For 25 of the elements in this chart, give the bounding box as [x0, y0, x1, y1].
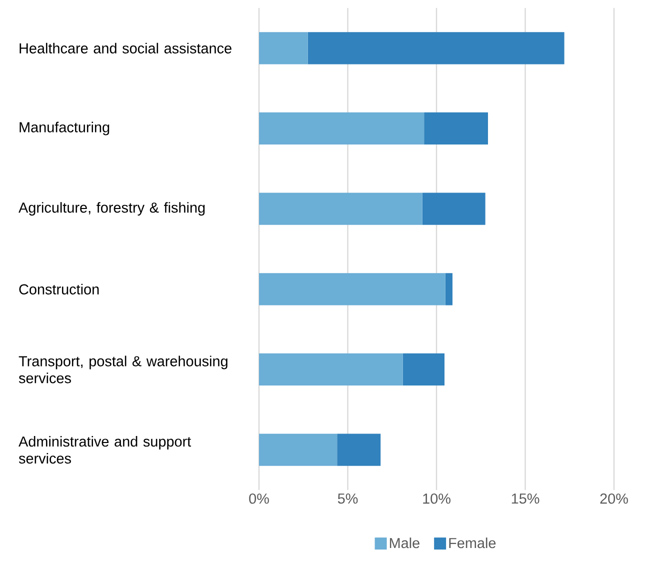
- bar: [259, 353, 403, 386]
- bar: [259, 273, 446, 306]
- x-tick-label: 10%: [423, 494, 450, 504]
- y-tick-label: Agriculture, forestry & fishing: [18, 202, 205, 216]
- legend-label: Male: [390, 538, 420, 548]
- bar: [445, 273, 452, 306]
- x-tick-label: 5%: [338, 494, 358, 504]
- y-tick-label: Manufacturing: [20, 122, 110, 136]
- bar: [259, 192, 422, 225]
- x-tick-label: 15%: [512, 494, 540, 504]
- y-tick-label: Administrative and support services: [18, 436, 192, 464]
- x-tick-label: 0%: [249, 494, 269, 504]
- x-tick-label: 20%: [600, 494, 628, 504]
- bar: [424, 112, 488, 145]
- bar: [259, 112, 424, 145]
- bar: [402, 353, 444, 386]
- bar: [422, 192, 486, 225]
- bar: [259, 32, 308, 64]
- bar: [337, 434, 381, 466]
- bar: [308, 32, 564, 64]
- y-tick-label: Construction: [19, 284, 99, 294]
- y-tick-label: Healthcare and social assistance: [20, 42, 232, 54]
- legend-label: Female: [449, 538, 496, 548]
- y-tick-label: Transport, postal & warehousing services: [18, 356, 228, 384]
- bar: [259, 434, 338, 466]
